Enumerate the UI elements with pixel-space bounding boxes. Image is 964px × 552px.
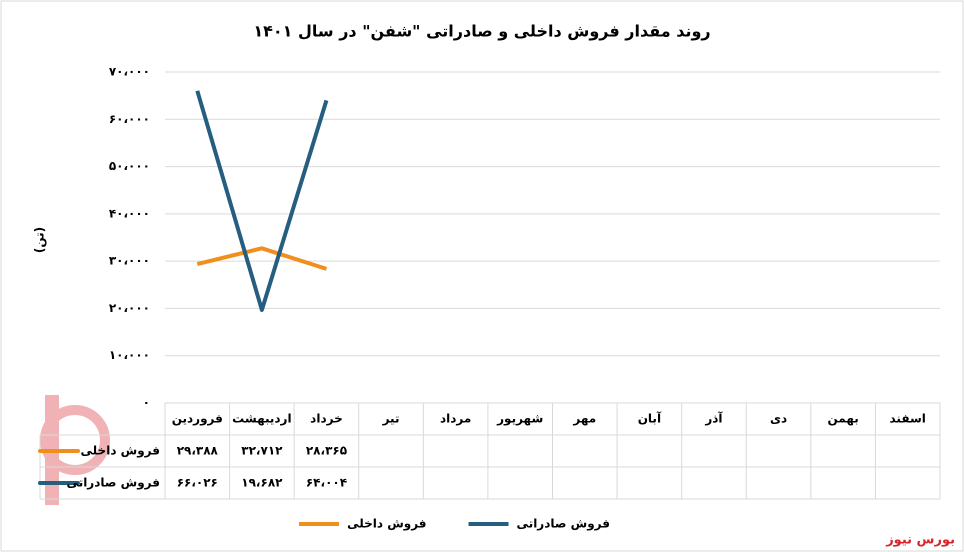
x-tick-label: شهریور	[496, 412, 543, 427]
legend-label: فروش داخلی	[347, 517, 426, 532]
x-tick-label: بهمن	[827, 412, 858, 426]
x-tick-label: مهر	[572, 412, 596, 426]
x-tick-label: فروردین	[172, 412, 223, 427]
y-tick-label: ۵۰،۰۰۰	[109, 159, 150, 173]
y-tick-label: ۶۰،۰۰۰	[109, 112, 150, 126]
x-tick-label: تیر	[382, 412, 400, 426]
series-line	[196, 246, 328, 271]
x-tick-label: دی	[770, 412, 787, 426]
source: بورس نیوز	[885, 533, 955, 548]
series-label: فروش صادراتی	[67, 476, 160, 491]
data-label: ۱۹،۶۸۲	[241, 476, 283, 490]
y-tick-label: ۳۰،۰۰۰	[109, 254, 150, 268]
y-tick-label: ۴۰،۰۰۰	[109, 206, 150, 220]
series-label: فروش داخلی	[81, 444, 160, 459]
y-tick-label: ۱۰،۰۰۰	[109, 348, 150, 362]
x-tick-label: خرداد	[310, 412, 343, 426]
y-tick-label: ۷۰،۰۰۰	[109, 65, 150, 79]
data-label: ۶۴،۰۰۴	[306, 476, 347, 490]
x-tick-label: آبان	[638, 411, 662, 426]
data-label: ۲۸،۳۶۵	[306, 444, 347, 458]
data-label: ۶۶،۰۲۶	[177, 476, 218, 490]
data-label: ۳۲،۷۱۲	[241, 444, 283, 458]
y-axis-label: (تن)	[33, 227, 47, 253]
legend-label: فروش صادراتی	[517, 517, 610, 532]
chart-title: روند مقدار فروش داخلی و صادراتی "شفن" در…	[253, 22, 710, 41]
x-tick-label: اسفند	[890, 412, 926, 426]
y-tick-label: ۲۰،۰۰۰	[109, 301, 150, 315]
x-tick-label: مرداد	[440, 412, 471, 426]
y-tick-label: ۰	[143, 396, 150, 410]
data-label: ۲۹،۳۸۸	[177, 444, 219, 458]
series-line	[195, 90, 329, 312]
x-tick-label: اردیبهشت	[232, 412, 291, 426]
x-tick-label: آذر	[704, 411, 723, 426]
